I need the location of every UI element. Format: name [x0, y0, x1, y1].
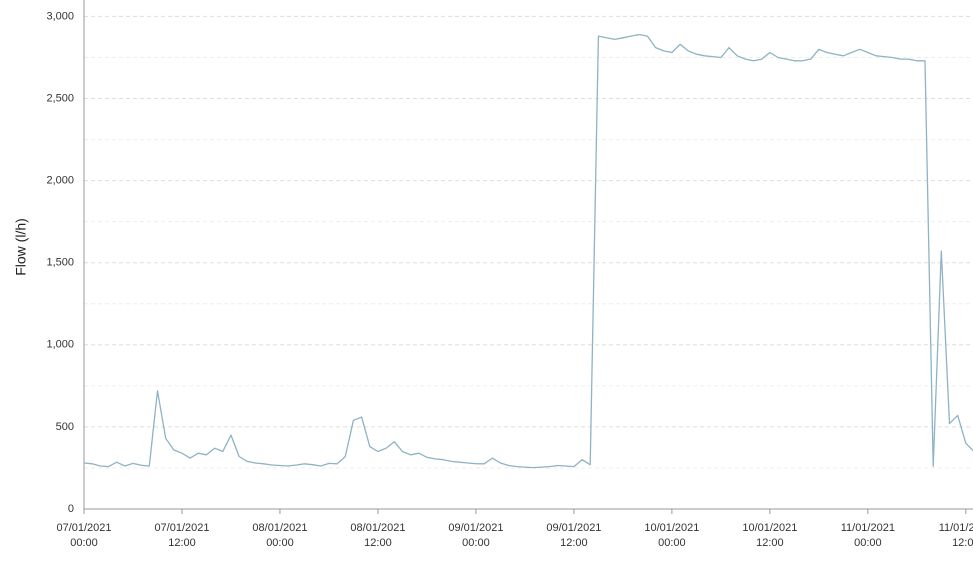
x-tick-label: 00:00 [658, 537, 686, 549]
x-tick-label: 00:00 [462, 537, 490, 549]
y-tick-label: 1,500 [46, 257, 74, 269]
x-tick-label: 07/01/2021 [56, 522, 111, 534]
y-tick-label: 2,500 [46, 92, 74, 104]
data-line [83, 33, 973, 469]
x-tick-label: 00:00 [70, 537, 98, 549]
x-tick-label: 08/01/2021 [350, 522, 405, 534]
y-tick-label: 2,000 [46, 175, 74, 187]
y-tick-label: 1,000 [46, 339, 74, 351]
x-tick-label: 08/01/2021 [252, 522, 307, 534]
x-tick-label: 07/01/2021 [154, 522, 209, 534]
y-tick-label: 3,000 [46, 10, 74, 22]
x-tick-label: 12:00 [952, 537, 973, 549]
x-tick-label: 12:00 [756, 537, 784, 549]
x-tick-label: 12:00 [364, 537, 392, 549]
x-tick-label: 10/01/2021 [644, 522, 699, 534]
x-tick-label: 00:00 [854, 537, 882, 549]
x-tick-label: 09/01/2021 [448, 522, 503, 534]
x-tick-label: 09/01/2021 [546, 522, 601, 534]
x-tick-label: 12:00 [560, 537, 588, 549]
x-tick-label: 11/01/2021 [939, 522, 973, 534]
x-tick-label: 10/01/2021 [742, 522, 797, 534]
y-tick-label: 0 [68, 503, 74, 515]
x-tick-label: 11/01/2021 [841, 522, 895, 534]
y-tick-label: 500 [56, 421, 74, 433]
y-axis-label: Flow (l/h) [13, 218, 29, 276]
x-tick-label: 00:00 [266, 537, 294, 549]
x-tick-label: 12:00 [168, 537, 196, 549]
